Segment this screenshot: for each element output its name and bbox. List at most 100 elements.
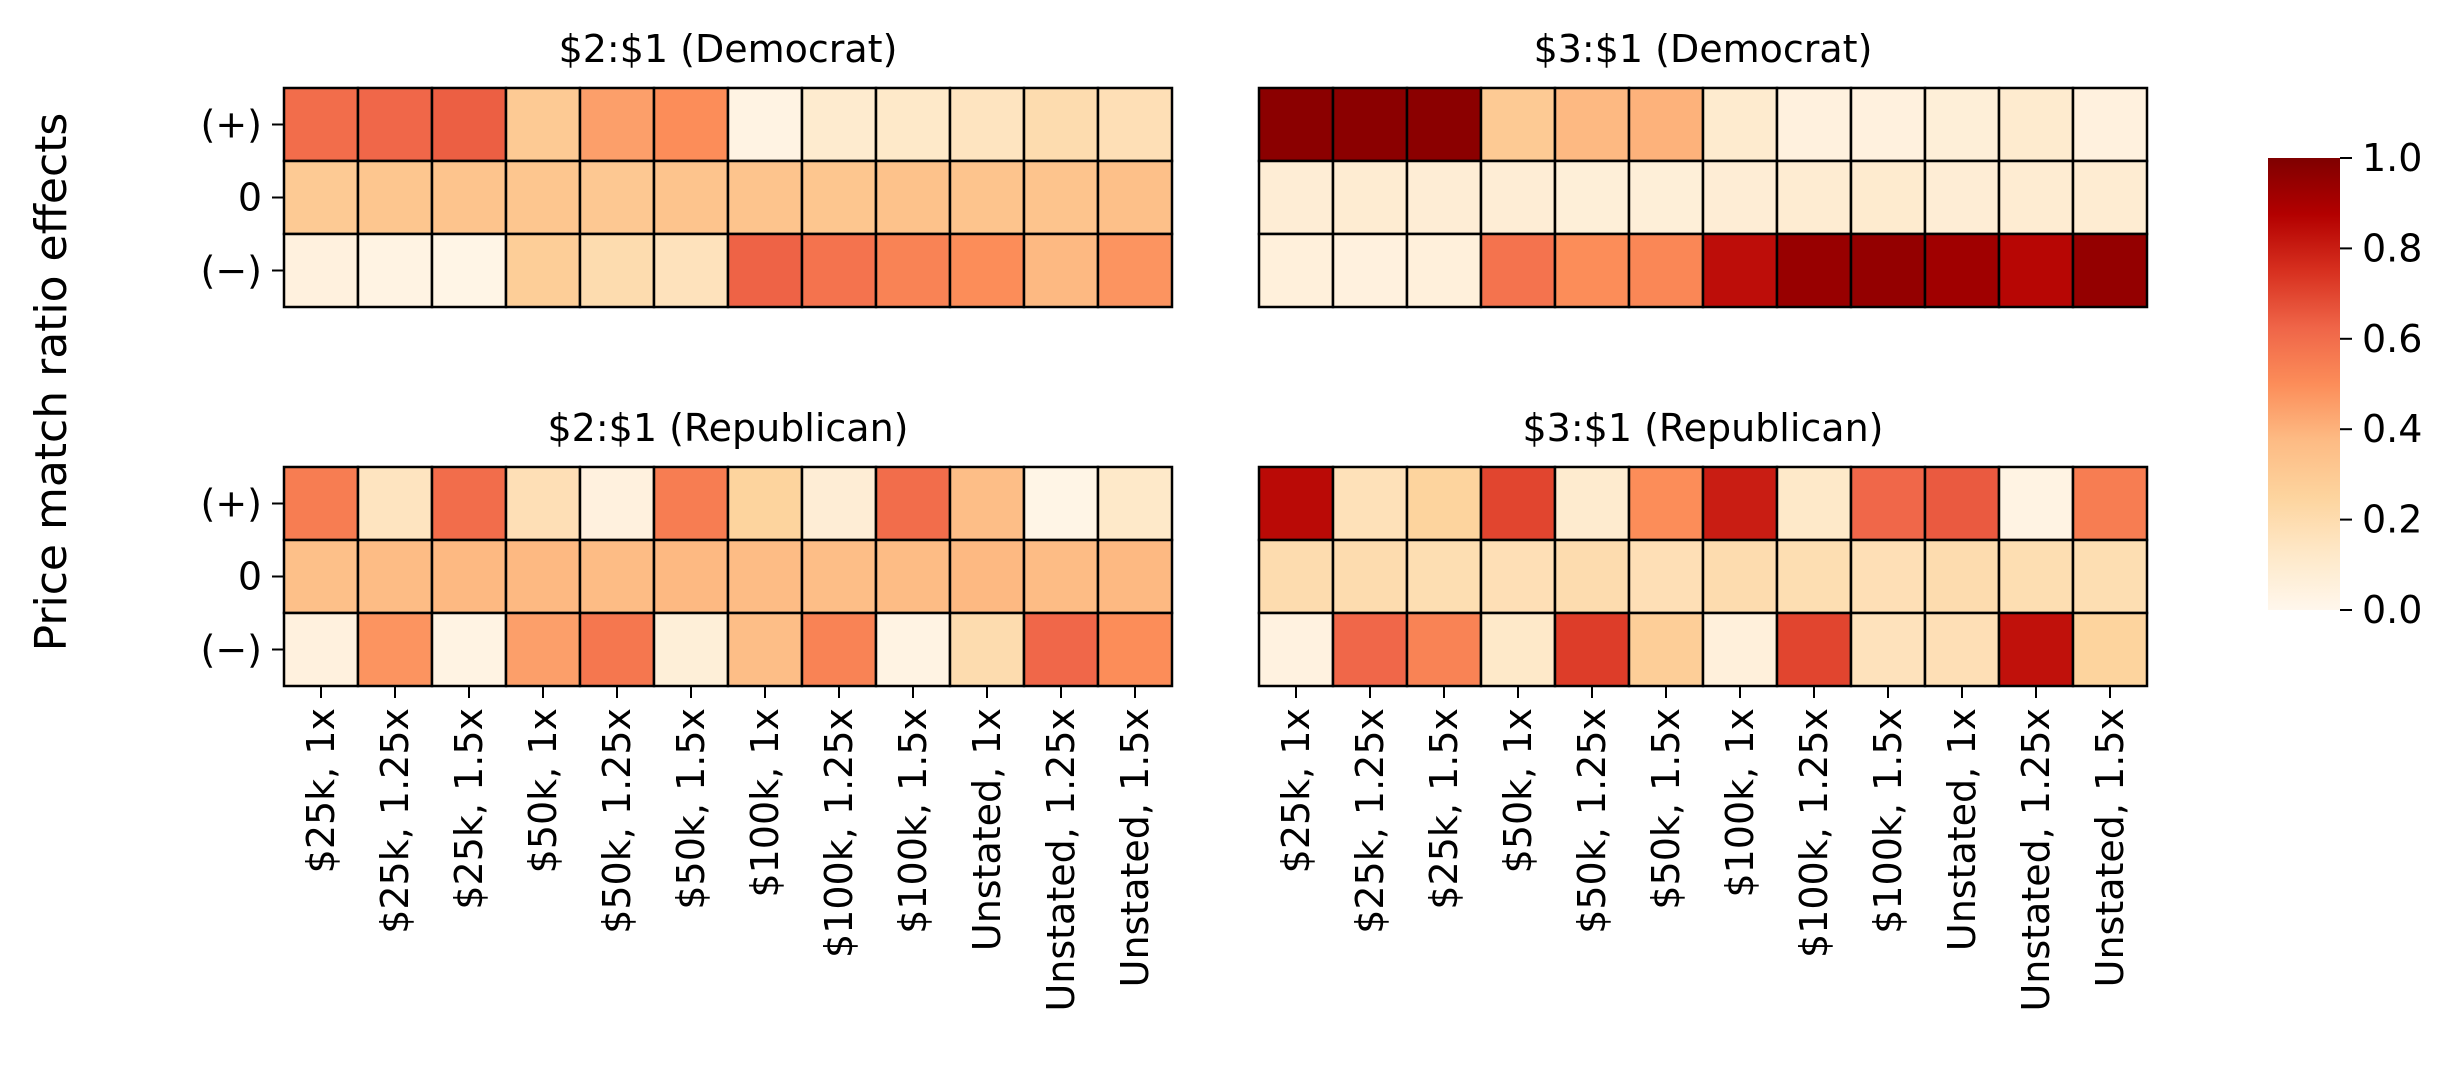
heatmap-cell — [1703, 88, 1777, 161]
heatmap-cell — [876, 234, 950, 307]
heatmap-cell — [432, 88, 506, 161]
heatmap-cell — [1925, 88, 1999, 161]
heatmap-cell — [2073, 161, 2147, 234]
heatmap-cell — [2073, 540, 2147, 613]
heatmap-cell — [2073, 234, 2147, 307]
heatmap-cell — [1999, 234, 2073, 307]
heatmap-cell — [1703, 467, 1777, 540]
heatmap-cell — [728, 234, 802, 307]
heatmap-cell — [1024, 467, 1098, 540]
colorbar-tick-label: 0.8 — [2362, 226, 2422, 270]
heatmap-cell — [802, 88, 876, 161]
heatmap-cell — [1407, 540, 1481, 613]
heatmap-cell — [506, 161, 580, 234]
colorbar-gradient — [2268, 158, 2340, 610]
heatmap-cell — [284, 613, 358, 686]
x-tick-label: $50k, 1.5x — [669, 708, 713, 910]
heatmap-cell — [950, 161, 1024, 234]
heatmap-cell — [1407, 613, 1481, 686]
heatmap-cell — [1259, 467, 1333, 540]
heatmap-cell — [1024, 234, 1098, 307]
colorbar-tick-label: 0.0 — [2362, 588, 2422, 632]
x-tick-label: Unstated, 1.5x — [1113, 708, 1157, 987]
x-tick-label: $25k, 1.25x — [1348, 708, 1392, 934]
heatmap-cell — [580, 234, 654, 307]
heatmap-cell — [802, 161, 876, 234]
heatmap-cell — [728, 613, 802, 686]
heatmap-cell — [1925, 540, 1999, 613]
heatmap-cell — [1098, 161, 1172, 234]
heatmap-cell — [802, 540, 876, 613]
heatmap-cell — [1777, 234, 1851, 307]
heatmap-cell — [1407, 234, 1481, 307]
heatmap-cell — [1481, 540, 1555, 613]
heatmap-cell — [1259, 88, 1333, 161]
y-tick-label: (+) — [201, 103, 263, 147]
y-tick-label: 0 — [238, 555, 262, 599]
heatmap-cell — [1024, 88, 1098, 161]
heatmap-cell — [1851, 613, 1925, 686]
heatmap-cell — [1777, 161, 1851, 234]
colorbar-tick-label: 1.0 — [2362, 136, 2422, 180]
heatmap-cell — [432, 540, 506, 613]
heatmap-cell — [358, 467, 432, 540]
x-tick-label: $100k, 1.5x — [891, 708, 935, 934]
heatmap-cell — [1851, 467, 1925, 540]
x-tick-label: $100k, 1x — [1718, 708, 1762, 898]
heatmap-cell — [1098, 234, 1172, 307]
heatmap-cell — [284, 540, 358, 613]
heatmap-cell — [1024, 161, 1098, 234]
heatmap-cell — [1407, 467, 1481, 540]
heatmap-cell — [1703, 613, 1777, 686]
heatmap-cell — [802, 234, 876, 307]
heatmap-cell — [1999, 540, 2073, 613]
heatmap-cell — [358, 234, 432, 307]
heatmap-cell — [728, 540, 802, 613]
heatmap-cell — [1999, 88, 2073, 161]
heatmap-cell — [1851, 540, 1925, 613]
heatmap-cell — [950, 540, 1024, 613]
heatmap-cell — [802, 613, 876, 686]
heatmap-cell — [358, 540, 432, 613]
y-tick-label: (−) — [201, 249, 263, 293]
heatmap-panel: $3:$1 (Democrat) — [1259, 27, 2147, 307]
heatmap-cell — [1629, 540, 1703, 613]
colorbar: 0.0 0.2 0.4 0.6 0.8 1.0 — [2268, 136, 2422, 632]
x-tick-label: $25k, 1x — [1274, 708, 1318, 873]
heatmap-cell — [1777, 467, 1851, 540]
y-tick-label: (−) — [201, 628, 263, 672]
heatmap-cell — [802, 467, 876, 540]
heatmap-cell — [1925, 161, 1999, 234]
heatmap-cell — [1851, 161, 1925, 234]
heatmap-cell — [1024, 613, 1098, 686]
x-tick-label: $25k, 1.25x — [373, 708, 417, 934]
x-tick-label: $50k, 1.25x — [1570, 708, 1614, 934]
heatmap-cell — [950, 88, 1024, 161]
heatmap-cell — [1259, 613, 1333, 686]
heatmap-cell — [1703, 540, 1777, 613]
heatmap-cell — [1925, 234, 1999, 307]
heatmap-cell — [1098, 613, 1172, 686]
heatmap-panel: $3:$1 (Republican) $25k, 1x $25k, 1.25x $25… — [1259, 406, 2147, 1012]
heatmap-cell — [1629, 467, 1703, 540]
heatmap-cell — [358, 88, 432, 161]
heatmap-cell — [1925, 613, 1999, 686]
heatmap-panel: $2:$1 (Democrat) (+) 0 (−) — [201, 27, 1173, 307]
heatmap-cell — [580, 613, 654, 686]
y-tick-label: 0 — [238, 176, 262, 220]
heatmap-cell — [654, 540, 728, 613]
panel-title: $2:$1 (Republican) — [547, 406, 908, 450]
heatmap-panel: $2:$1 (Republican) (+) 0 (−) $25k, 1x $25k, 1… — [201, 406, 1173, 1012]
heatmap-cell — [1777, 540, 1851, 613]
heatmap-cell — [1098, 88, 1172, 161]
panel-title: $2:$1 (Democrat) — [559, 27, 898, 71]
heatmap-cell — [284, 234, 358, 307]
heatmap-cell — [1481, 467, 1555, 540]
heatmap-cell — [358, 161, 432, 234]
heatmap-cell — [1481, 234, 1555, 307]
heatmap-cell — [728, 467, 802, 540]
heatmap-cell — [1333, 467, 1407, 540]
x-tick-label: Unstated, 1.25x — [1039, 708, 1083, 1012]
panels: $2:$1 (Democrat) (+) 0 (−) $3:$1 (Democrat) $… — [201, 27, 2148, 1012]
heatmap-cell — [950, 613, 1024, 686]
